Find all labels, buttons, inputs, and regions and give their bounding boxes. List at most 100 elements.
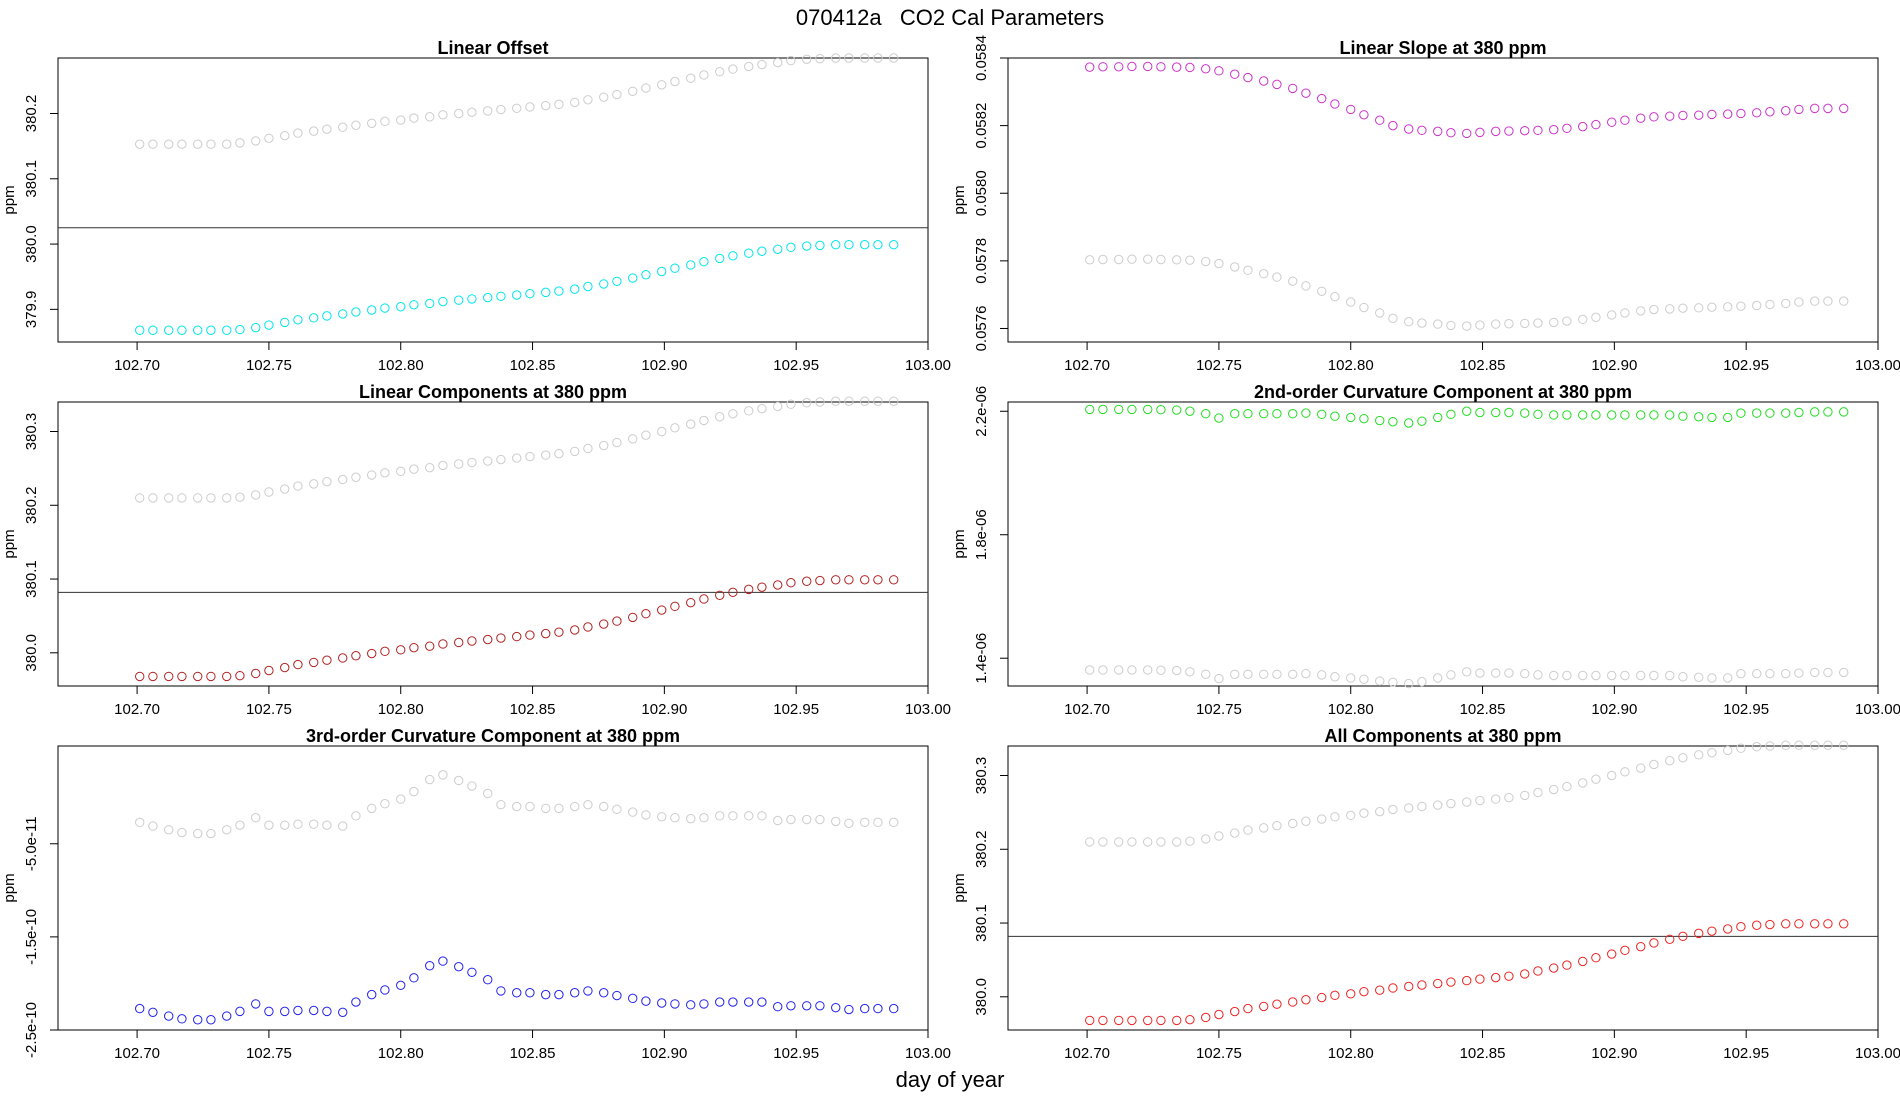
- data-point: [293, 315, 303, 325]
- x-tick-label: 102.70: [1064, 701, 1110, 718]
- data-point: [1301, 281, 1311, 291]
- y-tick-label: 380.2: [23, 95, 40, 133]
- data-point: [454, 637, 464, 648]
- data-point: [715, 253, 725, 264]
- data-point: [496, 454, 506, 465]
- data-point: [1462, 975, 1472, 986]
- data-point: [193, 325, 203, 335]
- x-tick-label: 103.00: [905, 701, 951, 718]
- data-point: [786, 814, 796, 825]
- y-axis-label: ppm: [1, 529, 18, 558]
- data-point: [554, 286, 564, 296]
- data-point: [1127, 1015, 1137, 1026]
- data-point: [206, 493, 216, 503]
- data-point: [1636, 306, 1646, 316]
- data-point: [438, 956, 448, 966]
- y-tick-label: -1.5e-10: [23, 909, 40, 965]
- data-point: [670, 999, 680, 1009]
- data-point: [206, 671, 216, 682]
- data-point: [1736, 301, 1746, 311]
- data-point: [351, 472, 361, 482]
- data-point: [860, 1003, 870, 1014]
- data-point: [1230, 1006, 1240, 1017]
- data-point: [1156, 62, 1166, 72]
- data-point: [831, 53, 841, 63]
- data-point: [425, 961, 435, 971]
- data-point: [1504, 319, 1514, 329]
- data-point: [148, 821, 158, 831]
- data-point: [1288, 818, 1298, 829]
- data-point: [164, 1011, 174, 1021]
- data-point: [641, 609, 651, 619]
- plot-frame: [1007, 401, 1879, 687]
- data-point: [280, 130, 290, 141]
- data-point: [699, 70, 709, 80]
- data-point: [1330, 990, 1340, 1001]
- data-point: [1127, 254, 1137, 264]
- data-point: [1752, 408, 1762, 418]
- data-point: [1375, 806, 1385, 817]
- data-point: [1549, 963, 1559, 973]
- data-point: [1201, 64, 1211, 74]
- data-point: [454, 108, 464, 119]
- x-tick-label: 102.85: [510, 1045, 556, 1062]
- data-point: [686, 597, 696, 608]
- data-point: [628, 86, 638, 96]
- data-point: [570, 988, 580, 998]
- data-point: [1214, 673, 1224, 684]
- x-tick-label: 102.90: [1591, 1045, 1637, 1062]
- data-point: [1765, 668, 1775, 679]
- data-point: [1272, 820, 1282, 831]
- data-point: [1317, 286, 1327, 296]
- data-point: [1591, 774, 1601, 784]
- data-point: [1201, 409, 1211, 419]
- data-point: [1185, 406, 1195, 416]
- chart-panel-1: Linear Offset 102.70 102.75 102.80 102.85 102…: [1, 38, 951, 374]
- data-point: [425, 298, 435, 309]
- data-point: [773, 815, 783, 826]
- x-tick-label: 102.75: [246, 357, 292, 374]
- data-point: [1665, 304, 1675, 314]
- data-point: [831, 1002, 841, 1013]
- data-point: [309, 1005, 319, 1016]
- data-point: [1346, 297, 1356, 307]
- data-point: [1301, 668, 1311, 679]
- data-point: [554, 627, 564, 637]
- data-point: [773, 401, 783, 412]
- data-point: [1533, 125, 1543, 136]
- data-point: [512, 801, 522, 812]
- data-point: [1243, 669, 1253, 679]
- data-point: [1504, 792, 1514, 803]
- data-point: [641, 996, 651, 1006]
- data-point: [1127, 61, 1137, 72]
- data-point: [1214, 1009, 1224, 1020]
- data-point: [1272, 409, 1282, 419]
- data-point: [1765, 741, 1775, 751]
- data-point: [280, 1006, 290, 1017]
- data-point: [525, 288, 535, 299]
- data-point: [293, 819, 303, 829]
- data-point: [351, 307, 361, 317]
- data-point: [815, 53, 825, 64]
- x-tick-label: 103.00: [905, 1045, 951, 1062]
- data-point: [222, 325, 232, 335]
- y-tick-label: 0.0576: [973, 306, 990, 352]
- data-point: [235, 324, 245, 335]
- data-point: [1504, 407, 1514, 418]
- data-point: [873, 240, 883, 250]
- data-point: [338, 474, 348, 485]
- data-point: [786, 1001, 796, 1011]
- data-point: [1404, 803, 1414, 813]
- data-point: [873, 1003, 883, 1014]
- data-point: [525, 988, 535, 998]
- data-point: [1114, 1015, 1124, 1026]
- data-point: [1375, 676, 1385, 686]
- data-point: [367, 803, 377, 814]
- x-tick-label: 102.85: [1460, 701, 1506, 718]
- data-point: [1549, 317, 1559, 328]
- data-point: [135, 139, 145, 149]
- data-point: [409, 113, 419, 123]
- data-point: [1636, 670, 1646, 681]
- data-point: [1723, 412, 1733, 423]
- data-point: [367, 648, 377, 659]
